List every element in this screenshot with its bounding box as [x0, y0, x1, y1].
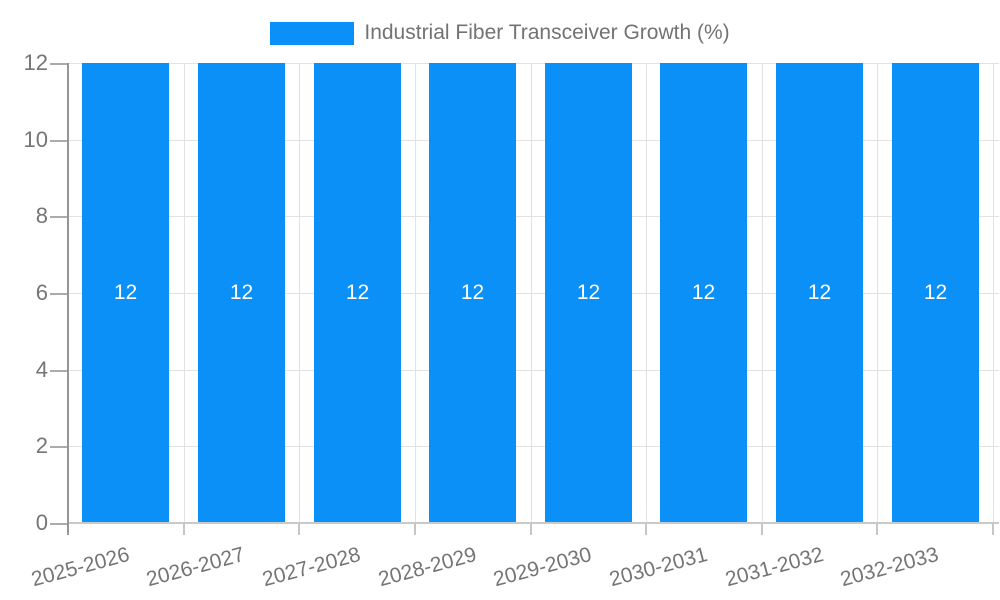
bar-value-label: 12	[229, 281, 254, 304]
x-tick-mark	[183, 523, 185, 535]
y-tick-label: 4	[35, 357, 48, 382]
bar-value-label: 12	[923, 281, 948, 304]
bar-value-label: 12	[460, 281, 485, 304]
y-axis-line	[67, 63, 69, 535]
y-tick-mark	[50, 140, 68, 142]
x-tick-mark	[414, 523, 416, 535]
v-gridline	[877, 63, 878, 523]
y-tick-mark	[50, 446, 68, 448]
bar: 12	[82, 63, 169, 523]
bar-value-label: 12	[576, 281, 601, 304]
y-tick-mark	[50, 293, 68, 295]
bar: 12	[198, 63, 285, 523]
h-gridline	[68, 293, 999, 294]
bar: 12	[314, 63, 401, 523]
v-gridline	[762, 63, 763, 523]
x-tick-mark	[992, 523, 994, 535]
bar-value-label: 12	[691, 281, 716, 304]
v-gridline	[299, 63, 300, 523]
y-tick-mark	[50, 523, 68, 525]
y-tick-label: 6	[35, 280, 48, 305]
bar-value-label: 12	[345, 281, 370, 304]
y-tick-label: 8	[35, 203, 48, 228]
v-gridline	[184, 63, 185, 523]
bar-value-label: 12	[807, 281, 832, 304]
x-tick-mark	[761, 523, 763, 535]
y-tick-label: 10	[23, 127, 48, 152]
x-axis-line	[68, 522, 999, 524]
h-gridline	[68, 216, 999, 217]
x-tick-mark	[298, 523, 300, 535]
v-gridline	[415, 63, 416, 523]
y-tick-label: 0	[35, 510, 48, 535]
y-tick-mark	[50, 216, 68, 218]
v-gridline	[531, 63, 532, 523]
bar: 12	[429, 63, 516, 523]
h-gridline	[68, 63, 999, 64]
bar: 12	[545, 63, 632, 523]
v-gridline	[993, 63, 994, 523]
legend: Industrial Fiber Transceiver Growth (%)	[0, 20, 1000, 46]
bar-value-label: 12	[113, 281, 138, 304]
bar: 12	[892, 63, 979, 523]
h-gridline	[68, 140, 999, 141]
y-tick-mark	[50, 370, 68, 372]
v-gridline	[646, 63, 647, 523]
x-tick-mark	[876, 523, 878, 535]
y-tick-label: 2	[35, 433, 48, 458]
bar: 12	[776, 63, 863, 523]
y-tick-label: 12	[23, 50, 48, 75]
legend-label: Industrial Fiber Transceiver Growth (%)	[364, 21, 730, 44]
h-gridline	[68, 370, 999, 371]
x-tick-mark	[645, 523, 647, 535]
h-gridline	[68, 446, 999, 447]
legend-swatch	[270, 21, 355, 45]
bar: 12	[660, 63, 747, 523]
y-tick-mark	[50, 63, 68, 65]
x-tick-mark	[530, 523, 532, 535]
